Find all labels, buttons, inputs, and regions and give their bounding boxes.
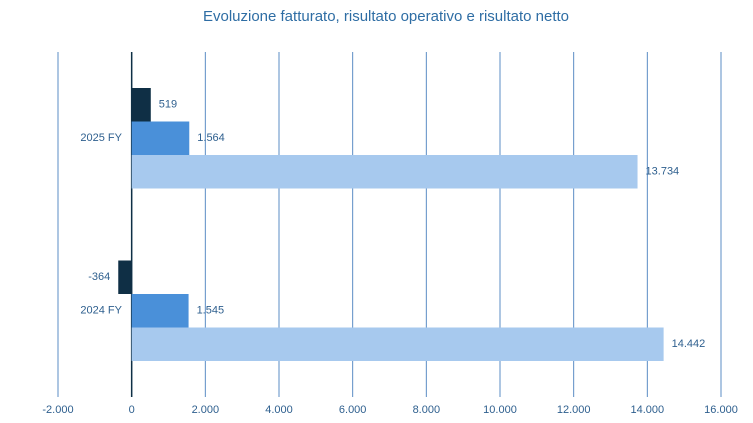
bar <box>131 88 151 122</box>
x-tick-label: 2.000 <box>192 404 220 416</box>
bar <box>131 327 664 361</box>
y-tick-label: 2024 FY <box>80 305 122 317</box>
x-tick-label: 14.000 <box>631 404 665 416</box>
bar <box>131 155 638 189</box>
x-tick-label: 16.000 <box>704 404 738 416</box>
value-label: 14.442 <box>672 338 706 350</box>
chart-title: Evoluzione fatturato, risultato operativ… <box>203 8 569 25</box>
value-label: 1.564 <box>197 132 225 144</box>
x-tick-label: 6.000 <box>339 404 367 416</box>
bar <box>131 121 190 155</box>
x-tick-label: -2.000 <box>42 404 73 416</box>
value-label: 13.734 <box>646 166 680 178</box>
value-label: -364 <box>88 271 110 283</box>
x-tick-label: 4.000 <box>265 404 293 416</box>
value-label: 1.545 <box>197 305 225 317</box>
x-tick-label: 0 <box>129 404 135 416</box>
x-tick-label: 10.000 <box>483 404 517 416</box>
value-label: 519 <box>159 99 177 111</box>
x-tick-label: 8.000 <box>413 404 441 416</box>
bar <box>131 294 189 328</box>
x-tick-label: 12.000 <box>557 404 591 416</box>
y-tick-label: 2025 FY <box>80 132 122 144</box>
bar <box>118 260 132 294</box>
